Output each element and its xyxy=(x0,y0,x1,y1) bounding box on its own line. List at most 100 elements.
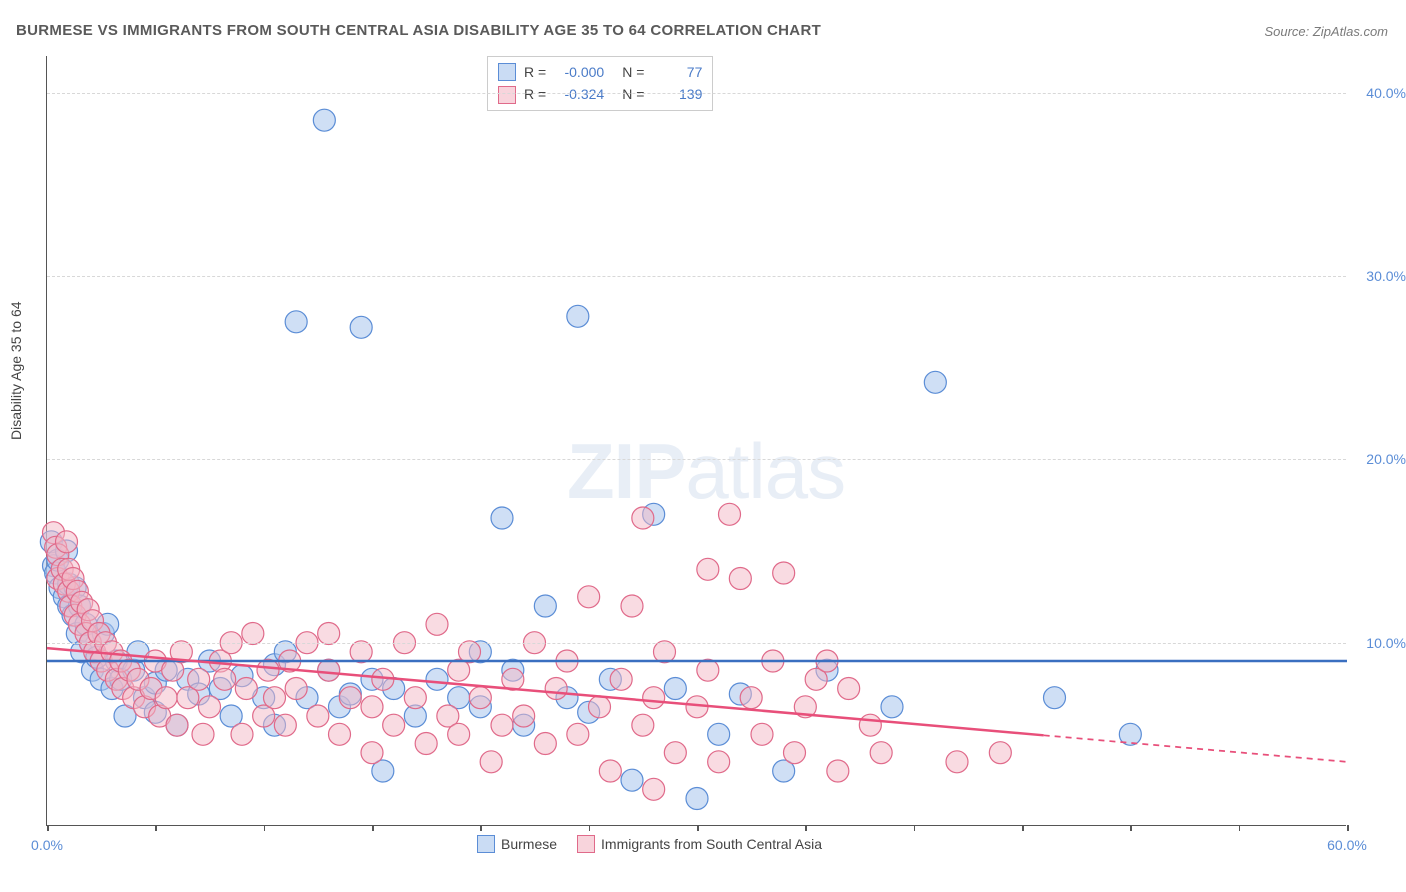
data-point xyxy=(350,316,372,338)
data-point xyxy=(491,714,513,736)
data-point xyxy=(664,678,686,700)
data-point xyxy=(350,641,372,663)
data-point xyxy=(697,558,719,580)
x-tick-label: 0.0% xyxy=(31,837,63,853)
data-point xyxy=(257,659,279,681)
data-point xyxy=(578,586,600,608)
data-point xyxy=(192,723,214,745)
data-point xyxy=(621,595,643,617)
data-point xyxy=(946,751,968,773)
x-tick-mark xyxy=(1130,825,1132,831)
data-point xyxy=(610,668,632,690)
data-point xyxy=(567,723,589,745)
data-point xyxy=(708,751,730,773)
data-point xyxy=(534,733,556,755)
data-point xyxy=(383,714,405,736)
data-point xyxy=(491,507,513,529)
data-point xyxy=(827,760,849,782)
data-point xyxy=(773,562,795,584)
data-point xyxy=(621,769,643,791)
data-point xyxy=(339,687,361,709)
n-value: 139 xyxy=(652,83,702,105)
data-point xyxy=(361,696,383,718)
data-point xyxy=(838,678,860,700)
gridline-h xyxy=(47,643,1346,644)
legend-stat-row: R =-0.324N =139 xyxy=(498,83,702,105)
data-point xyxy=(274,714,296,736)
x-tick-mark xyxy=(480,825,482,831)
data-point xyxy=(415,733,437,755)
y-tick-label: 10.0% xyxy=(1366,635,1406,651)
data-point xyxy=(361,742,383,764)
data-point xyxy=(231,723,253,745)
data-point xyxy=(166,714,188,736)
data-point xyxy=(235,678,257,700)
data-point xyxy=(751,723,773,745)
chart-container: BURMESE VS IMMIGRANTS FROM SOUTH CENTRAL… xyxy=(0,0,1406,892)
data-point xyxy=(242,623,264,645)
data-point xyxy=(426,613,448,635)
data-point xyxy=(426,668,448,690)
data-point xyxy=(307,705,329,727)
x-tick-mark xyxy=(914,825,916,831)
data-point xyxy=(214,668,236,690)
data-point xyxy=(404,687,426,709)
data-point xyxy=(513,705,535,727)
y-tick-label: 20.0% xyxy=(1366,451,1406,467)
x-tick-mark xyxy=(155,825,157,831)
data-point xyxy=(654,641,676,663)
data-point xyxy=(534,595,556,617)
data-point xyxy=(870,742,892,764)
x-tick-mark xyxy=(47,825,49,831)
data-point xyxy=(589,696,611,718)
data-point xyxy=(632,714,654,736)
chart-title: BURMESE VS IMMIGRANTS FROM SOUTH CENTRAL… xyxy=(16,22,821,39)
data-point xyxy=(285,678,307,700)
data-point xyxy=(567,305,589,327)
legend-series-item: Burmese xyxy=(477,835,557,853)
data-point xyxy=(729,568,751,590)
legend-swatch xyxy=(577,835,595,853)
data-point xyxy=(469,687,491,709)
legend-swatch xyxy=(498,86,516,104)
r-value: -0.000 xyxy=(554,61,604,83)
legend-swatch xyxy=(477,835,495,853)
data-point xyxy=(545,678,567,700)
data-point xyxy=(989,742,1011,764)
x-tick-mark xyxy=(372,825,374,831)
data-point xyxy=(859,714,881,736)
data-point xyxy=(599,760,621,782)
n-label: N = xyxy=(622,83,644,105)
x-tick-label: 60.0% xyxy=(1327,837,1367,853)
data-point xyxy=(686,788,708,810)
data-point xyxy=(188,668,210,690)
source-attribution: Source: ZipAtlas.com xyxy=(1264,24,1388,39)
correlation-legend: R =-0.000N =77R =-0.324N =139 xyxy=(487,56,713,111)
data-point xyxy=(708,723,730,745)
data-point xyxy=(784,742,806,764)
y-tick-label: 40.0% xyxy=(1366,85,1406,101)
data-point xyxy=(480,751,502,773)
data-point xyxy=(264,687,286,709)
series-legend: Burmese Immigrants from South Central Asi… xyxy=(477,835,822,853)
r-label: R = xyxy=(524,61,546,83)
plot-area: ZIPatlas R =-0.000N =77R =-0.324N =139 B… xyxy=(46,56,1346,826)
data-point xyxy=(56,531,78,553)
r-label: R = xyxy=(524,83,546,105)
legend-series-item: Immigrants from South Central Asia xyxy=(577,835,822,853)
gridline-h xyxy=(47,459,1346,460)
data-point xyxy=(643,778,665,800)
y-tick-label: 30.0% xyxy=(1366,268,1406,284)
legend-series-label: Burmese xyxy=(501,836,557,852)
x-tick-mark xyxy=(1022,825,1024,831)
data-point xyxy=(318,623,340,645)
data-point xyxy=(199,696,221,718)
x-tick-mark xyxy=(589,825,591,831)
data-point xyxy=(313,109,335,131)
data-point xyxy=(285,311,307,333)
data-point xyxy=(448,723,470,745)
data-point xyxy=(318,659,340,681)
data-point xyxy=(924,371,946,393)
data-point xyxy=(719,503,741,525)
gridline-h xyxy=(47,93,1346,94)
